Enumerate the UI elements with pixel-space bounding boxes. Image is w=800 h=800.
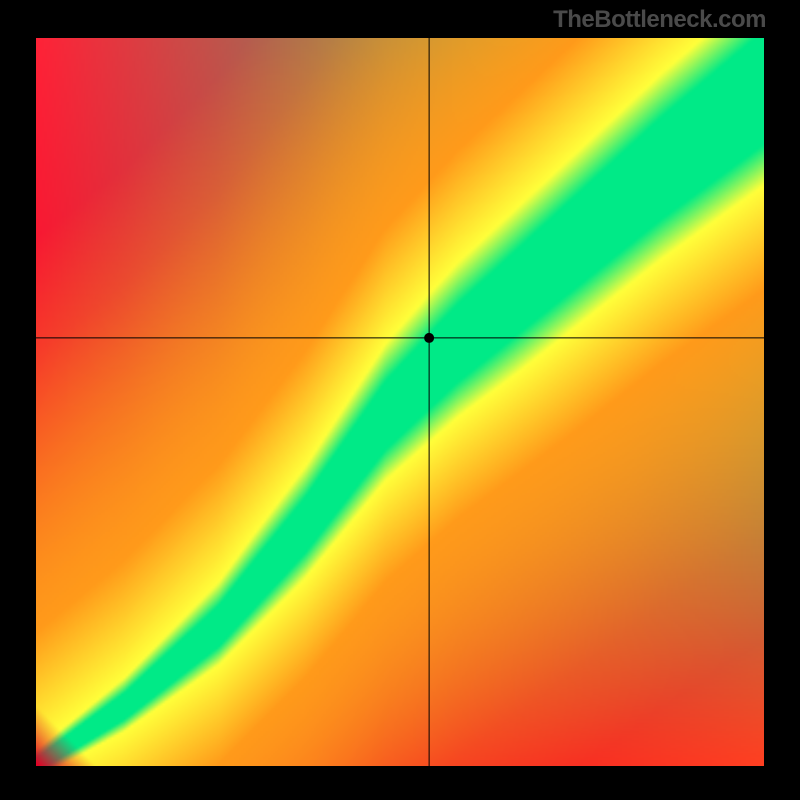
heatmap-plot xyxy=(36,38,764,766)
heatmap-canvas xyxy=(36,38,764,766)
watermark-text: TheBottleneck.com xyxy=(553,6,766,34)
